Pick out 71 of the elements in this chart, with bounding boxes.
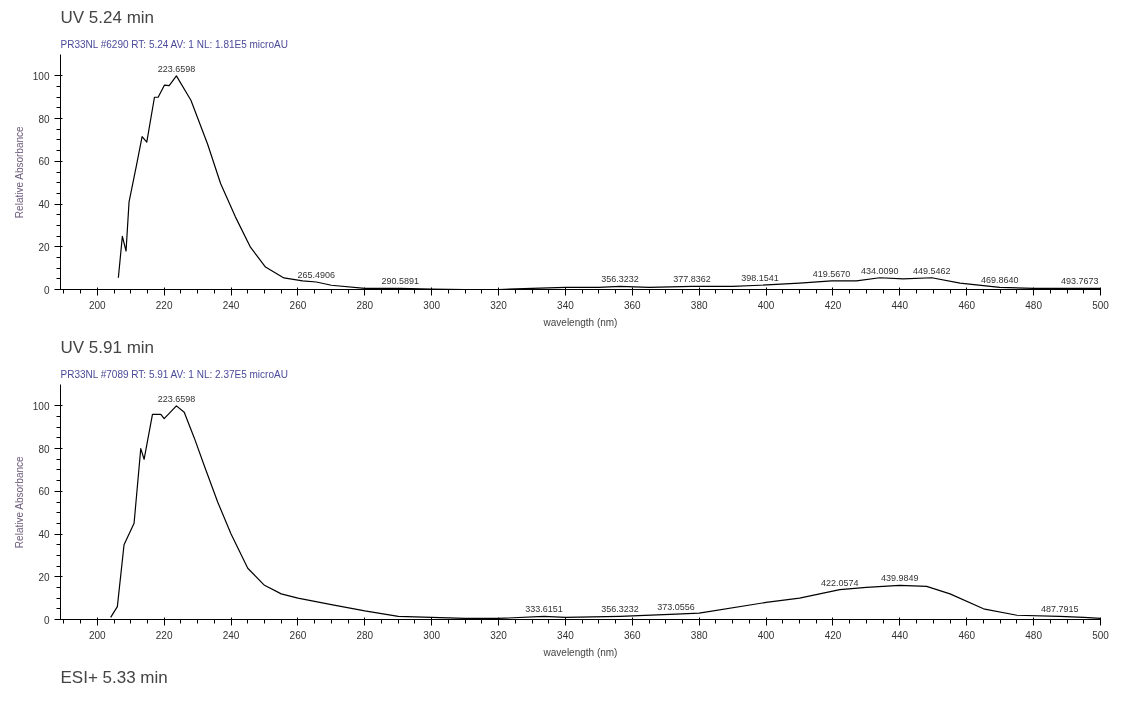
y-tick-label: 80 bbox=[38, 443, 50, 455]
x-tick-label: 360 bbox=[623, 299, 642, 311]
y-tick-label: 100 bbox=[32, 70, 50, 82]
x-tick-label: 440 bbox=[891, 629, 909, 641]
x-tick-label: 200 bbox=[88, 629, 107, 641]
chart-title: UV 5.24 min bbox=[60, 7, 155, 27]
x-tick-label: 300 bbox=[423, 629, 441, 641]
x-tick-label: 320 bbox=[490, 629, 508, 641]
x-tick-label: 380 bbox=[690, 299, 708, 311]
annotation: 439.9849 bbox=[881, 573, 919, 584]
annotation: 223.6598 bbox=[157, 393, 196, 404]
x-tick-label: 300 bbox=[423, 299, 441, 311]
x-tick-label: 260 bbox=[289, 629, 307, 641]
x-tick-label: 200 bbox=[88, 299, 107, 311]
annotation: 434.0090 bbox=[861, 265, 899, 276]
annotation: 356.3232 bbox=[601, 274, 639, 285]
x-tick-label: 420 bbox=[824, 629, 842, 641]
x-tick-label: 420 bbox=[824, 299, 842, 311]
x-tick-label: 400 bbox=[757, 299, 775, 311]
annotation: 333.6151 bbox=[525, 604, 563, 615]
annotation: 223.6598 bbox=[157, 63, 196, 74]
x-tick-label: 460 bbox=[958, 299, 976, 311]
x-tick-label: 340 bbox=[557, 629, 575, 641]
annotation: 373.0556 bbox=[657, 602, 695, 613]
x-tick-label: 340 bbox=[557, 299, 575, 311]
chart-title: UV 5.91 min bbox=[60, 337, 155, 357]
annotation: 469.8640 bbox=[980, 275, 1019, 286]
x-axis-title: wavelength (nm) bbox=[542, 316, 618, 328]
y-tick-label: 80 bbox=[38, 113, 50, 125]
x-tick-label: 320 bbox=[490, 299, 508, 311]
chart-subtitle: PR33NL #7089 RT: 5.91 AV: 1 NL: 2.37E5 microAU bbox=[60, 368, 288, 380]
y-axis-title: Relative Absorbance bbox=[13, 455, 25, 549]
annotation: 265.4906 bbox=[297, 270, 336, 281]
x-tick-label: 240 bbox=[222, 629, 240, 641]
y-axis-title: Relative Absorbance bbox=[13, 125, 25, 219]
y-tick-label: 100 bbox=[32, 400, 50, 412]
y-tick-label: 20 bbox=[38, 241, 50, 253]
x-tick-label: 400 bbox=[757, 629, 775, 641]
x-tick-label: 500 bbox=[1092, 299, 1110, 311]
annotation: 377.8362 bbox=[673, 274, 711, 285]
annotation: 422.0574 bbox=[821, 577, 859, 588]
x-tick-label: 460 bbox=[958, 629, 976, 641]
annotation: 290.5891 bbox=[381, 276, 419, 287]
x-tick-label: 260 bbox=[289, 299, 307, 311]
chart-subtitle: PR33NL #6290 RT: 5.24 AV: 1 NL: 1.81E5 microAU bbox=[60, 38, 288, 50]
x-tick-label: 440 bbox=[891, 299, 909, 311]
x-tick-label: 280 bbox=[356, 629, 374, 641]
x-tick-label: 480 bbox=[1025, 629, 1043, 641]
y-tick-label: 40 bbox=[38, 529, 50, 541]
x-tick-label: 280 bbox=[356, 299, 374, 311]
annotation: 487.7915 bbox=[1040, 604, 1079, 615]
x-tick-label: 360 bbox=[623, 629, 642, 641]
x-tick-label: 480 bbox=[1025, 299, 1043, 311]
annotation: 356.3232 bbox=[601, 604, 639, 615]
x-tick-label: 380 bbox=[690, 629, 708, 641]
y-tick-label: 0 bbox=[43, 614, 50, 626]
y-tick-label: 0 bbox=[43, 284, 50, 296]
annotation: 493.7673 bbox=[1060, 276, 1099, 287]
y-tick-label: 60 bbox=[38, 486, 50, 498]
x-tick-label: 220 bbox=[155, 629, 173, 641]
y-tick-label: 40 bbox=[38, 199, 50, 211]
annotation: 419.5670 bbox=[812, 268, 851, 279]
x-tick-label: 220 bbox=[155, 299, 173, 311]
x-tick-label: 500 bbox=[1092, 629, 1110, 641]
y-tick-label: 60 bbox=[38, 156, 50, 168]
y-tick-label: 20 bbox=[38, 571, 50, 583]
annotation: 398.1541 bbox=[741, 273, 779, 284]
annotation: 449.5462 bbox=[913, 265, 951, 276]
x-tick-label: 240 bbox=[222, 299, 240, 311]
text: ESI+ 5.33 min bbox=[60, 667, 168, 687]
x-axis-title: wavelength (nm) bbox=[542, 646, 618, 658]
